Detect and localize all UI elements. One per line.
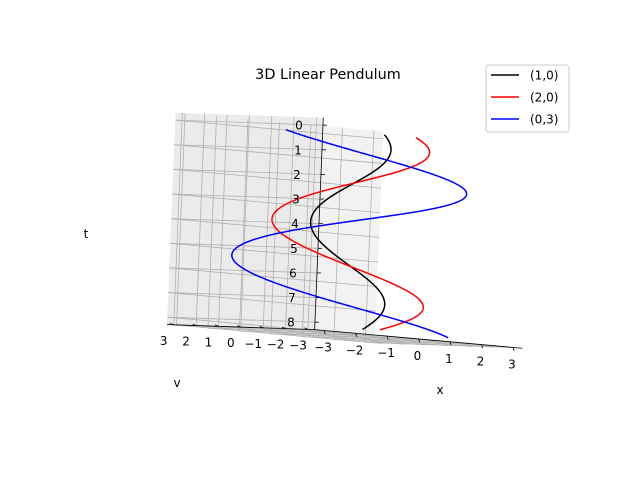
t-tick-label: 4 [291,217,299,231]
v-tick-mark [237,325,242,328]
x-tick-mark [481,344,484,349]
legend: (1,0) (2,0) (0,3) [485,64,570,133]
v-tick-mark [192,323,197,326]
x-tick-mark [418,338,421,343]
x-tick-label: −3 [314,340,332,354]
x-tick-label: −2 [346,343,364,357]
x-tick-mark [512,347,515,352]
side-grid-line [174,144,322,151]
back-grid-line [174,144,383,164]
back-grid-line [175,119,384,140]
t-tick-label: 8 [287,316,295,330]
legend-label: (1,0) [530,69,558,83]
axis-lines [167,117,523,352]
x-tick-label: 2 [477,355,485,369]
v-tick-label: 1 [205,335,213,349]
side-grid-line [175,119,323,126]
x-tick-label: −1 [377,346,395,360]
x-axis-label: x [436,383,443,397]
v-tick-mark [214,324,219,327]
x-tick-label: 1 [445,352,453,366]
side-grid-line [170,242,318,249]
legend-label: (0,3) [530,113,558,127]
x-tick-mark [449,341,452,346]
t-tick-label: 3 [292,193,300,207]
t-axis-label: t [84,227,89,241]
t-tick-label: 6 [289,266,297,280]
side-grid-line [172,193,320,200]
v-tick-mark [259,325,264,329]
side-grid-line [171,218,319,225]
v-tick-label: 2 [182,335,190,349]
legend-frame [485,64,570,133]
back-grid-line [169,267,378,288]
t-tick-label: 1 [294,143,302,157]
side-grid-line [173,169,321,175]
v-tick-label: −2 [267,338,285,352]
floor-grid-line [196,325,404,345]
series-line [309,134,392,331]
v-tick-mark [304,327,309,330]
t-tick-label: 5 [290,242,298,256]
v-tick-label: −3 [289,338,307,352]
v-tick-mark [170,322,174,326]
t-tick-label: 0 [295,119,303,133]
back-grid-line [167,316,376,337]
v-tick-label: 3 [160,334,168,348]
x-tick-mark [355,333,358,337]
v-tick-label: 0 [227,336,235,350]
floor-grid-line [240,326,449,347]
x-tick-mark [386,335,389,340]
v-tick-mark [281,326,286,329]
x-tick-mark [323,330,326,335]
back-grid-line [168,292,377,312]
floor-grid-line [218,325,427,346]
series-line [231,129,468,339]
x-tick-label: 0 [414,349,422,363]
v-axis-label: v [173,376,180,390]
floor-grid-line [263,327,471,347]
chart-title: 3D Linear Pendulum [255,67,401,83]
t-tick-label: 2 [293,168,301,182]
side-grid-line [169,267,317,274]
x-tick-label: 3 [508,357,516,371]
side-grid-line [168,292,316,298]
t-tick-label: 7 [288,291,296,305]
series-curves [231,129,468,339]
grid-lines [167,112,516,349]
v-tick-label: −1 [244,337,262,351]
legend-label: (2,0) [530,91,558,105]
back-grid-line [172,193,381,214]
side-grid-line [167,316,315,323]
back-grid-line [170,242,379,263]
floor-grid-line [285,328,494,348]
floor-grid-line [173,324,382,344]
